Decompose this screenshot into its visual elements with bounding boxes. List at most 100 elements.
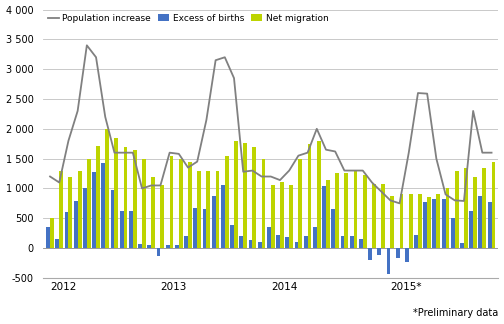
Bar: [405, 248, 409, 262]
Bar: [175, 245, 179, 248]
Bar: [160, 185, 164, 248]
Bar: [157, 248, 160, 256]
Bar: [225, 156, 229, 248]
Bar: [491, 162, 495, 248]
Bar: [387, 248, 391, 274]
Bar: [147, 245, 151, 248]
Population increase: [231, 76, 237, 80]
Bar: [248, 240, 253, 248]
Population increase: [479, 151, 485, 155]
Population increase: [388, 198, 394, 202]
Bar: [166, 245, 170, 248]
Population increase: [406, 151, 412, 155]
Bar: [239, 236, 243, 248]
Bar: [203, 209, 207, 248]
Bar: [307, 144, 311, 248]
Bar: [423, 202, 427, 248]
Bar: [432, 199, 436, 248]
Bar: [114, 138, 118, 248]
Bar: [138, 244, 142, 248]
Bar: [184, 236, 188, 248]
Bar: [96, 145, 100, 248]
Population increase: [240, 170, 246, 174]
Bar: [341, 236, 344, 248]
Bar: [207, 170, 210, 248]
Bar: [129, 211, 133, 248]
Population increase: [56, 180, 62, 184]
Population increase: [304, 151, 310, 155]
Bar: [92, 172, 96, 248]
Bar: [83, 189, 87, 248]
Bar: [473, 177, 477, 248]
Bar: [482, 168, 486, 248]
Bar: [234, 141, 238, 248]
Population increase: [360, 168, 366, 172]
Population increase: [433, 157, 439, 161]
Bar: [65, 212, 69, 248]
Bar: [326, 179, 330, 248]
Bar: [317, 141, 321, 248]
Population increase: [185, 166, 191, 169]
Bar: [331, 209, 335, 248]
Bar: [133, 150, 137, 248]
Bar: [280, 182, 284, 248]
Bar: [69, 177, 72, 248]
Bar: [74, 201, 78, 248]
Bar: [142, 159, 146, 248]
Bar: [436, 194, 440, 248]
Population increase: [139, 187, 145, 191]
Population increase: [268, 175, 274, 179]
Bar: [294, 242, 298, 248]
Population increase: [84, 43, 90, 47]
Bar: [313, 227, 317, 248]
Bar: [123, 147, 128, 248]
Bar: [212, 196, 216, 248]
Population increase: [204, 118, 210, 122]
Bar: [446, 189, 450, 248]
Bar: [409, 194, 413, 248]
Population increase: [157, 183, 163, 187]
Population increase: [111, 151, 117, 155]
Bar: [363, 175, 366, 248]
Bar: [105, 129, 109, 248]
Bar: [354, 171, 357, 248]
Population increase: [470, 109, 476, 113]
Bar: [381, 184, 385, 248]
Bar: [221, 185, 225, 248]
Bar: [194, 208, 197, 248]
Population increase: [213, 58, 219, 62]
Population increase: [167, 151, 173, 155]
Bar: [59, 170, 63, 248]
Bar: [258, 242, 262, 248]
Bar: [55, 239, 59, 248]
Bar: [289, 185, 293, 248]
Bar: [368, 248, 372, 260]
Bar: [46, 227, 50, 248]
Bar: [418, 194, 422, 248]
Population increase: [424, 92, 430, 96]
Population increase: [286, 168, 292, 172]
Bar: [350, 236, 354, 248]
Population increase: [415, 91, 421, 95]
Bar: [243, 143, 247, 248]
Population increase: [369, 180, 375, 184]
Bar: [110, 190, 114, 248]
Population increase: [397, 202, 403, 205]
Population increase: [75, 109, 81, 113]
Population increase: [93, 55, 99, 59]
Bar: [488, 202, 491, 248]
Bar: [101, 163, 105, 248]
Bar: [87, 159, 91, 248]
Bar: [170, 156, 173, 248]
Bar: [267, 227, 271, 248]
Bar: [396, 248, 400, 258]
Population increase: [341, 168, 347, 172]
Population increase: [120, 151, 127, 155]
Population increase: [295, 154, 301, 157]
Population increase: [130, 151, 136, 155]
Bar: [344, 173, 348, 248]
Bar: [197, 170, 201, 248]
Bar: [304, 236, 307, 248]
Population increase: [332, 150, 338, 154]
Population increase: [47, 175, 53, 179]
